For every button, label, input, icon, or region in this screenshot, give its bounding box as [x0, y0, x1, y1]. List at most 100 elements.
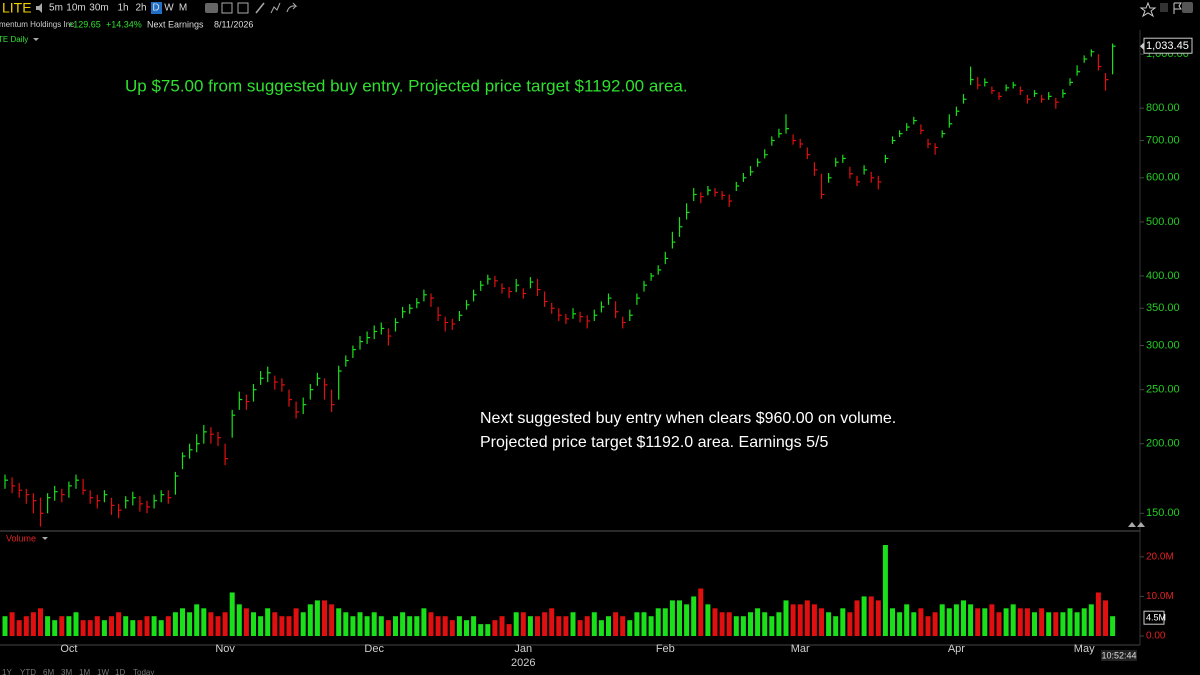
volume-bar [1053, 612, 1059, 636]
volume-bar [1110, 616, 1116, 636]
volume-bar [194, 604, 200, 636]
volume-bar [109, 616, 114, 636]
volume-bar [748, 612, 753, 636]
volume-bar [407, 616, 413, 636]
icon[interactable] [270, 2, 281, 14]
volume-bar [1003, 608, 1009, 636]
volume-bar [996, 612, 1002, 636]
x-tick-label: Nov [215, 643, 235, 655]
volume-bar [627, 620, 633, 636]
volume-bar [1103, 600, 1108, 636]
icon[interactable] [255, 2, 265, 14]
x-tick-label: Oct [60, 643, 77, 655]
volume-bar [819, 608, 824, 636]
volume-bar [811, 604, 817, 636]
volume-bar [350, 616, 356, 636]
last-volume-box [1143, 610, 1165, 625]
volume-bar [620, 616, 626, 636]
timeframe[interactable]: M [179, 3, 187, 14]
volume-bar [861, 596, 867, 636]
timeframe[interactable]: 10m [66, 3, 85, 14]
scale-buttons[interactable] [1128, 522, 1145, 527]
volume-bar [953, 604, 959, 636]
active-timeframe[interactable] [151, 2, 162, 14]
icon[interactable] [1160, 3, 1168, 12]
timeframe[interactable]: D [152, 3, 159, 14]
range-button[interactable]: 1M [79, 668, 90, 675]
volume-bar [428, 612, 434, 636]
volume-bar [655, 608, 661, 636]
last-volume-label: 4.5M [1146, 613, 1166, 623]
y-tick-label: 200.00 [1146, 438, 1180, 450]
icon[interactable] [237, 2, 249, 14]
volume-bar [2, 616, 8, 636]
volume-bar [804, 600, 810, 636]
volume-bar [1039, 608, 1045, 636]
volume-bar [371, 612, 377, 636]
range-button[interactable]: 1W [97, 668, 109, 675]
volume-bar [94, 616, 100, 636]
volume-bar [73, 612, 79, 636]
timeframe[interactable]: W [164, 3, 174, 14]
range-button[interactable]: YTD [20, 668, 36, 675]
volume-bar [222, 612, 228, 636]
volume-bar [1088, 604, 1094, 636]
chart-label[interactable]: TE Daily [0, 35, 28, 44]
volume-bar [59, 616, 65, 636]
range-button[interactable]: 1Y [2, 668, 12, 675]
change-pct: +14.34% [106, 19, 142, 29]
timeframe[interactable]: 5m [49, 3, 63, 14]
symbol[interactable]: LITE [2, 0, 32, 16]
volume-bar [343, 612, 349, 636]
volume-bar [776, 612, 782, 636]
icon[interactable] [1173, 2, 1182, 14]
icon[interactable] [1139, 1, 1157, 18]
volume-bar [712, 608, 718, 636]
volume-bar [691, 596, 697, 636]
last-price-pointer [1140, 42, 1144, 51]
volume-bar [968, 604, 974, 636]
volume-bar [52, 620, 58, 636]
range-button[interactable]: 3M [61, 668, 72, 675]
timeframe[interactable]: 2h [135, 3, 146, 14]
volume-bar [513, 612, 519, 636]
y-tick-label: 500.00 [1146, 216, 1180, 228]
volume-bar [137, 620, 143, 636]
volume-bar [9, 612, 15, 636]
icon[interactable] [221, 2, 233, 14]
dropdown[interactable] [42, 537, 48, 540]
company: mentum Holdings Inc [0, 20, 74, 29]
icon[interactable] [205, 3, 218, 13]
range-buttons: 1Y YTD 6M 3M 1M 1W 1D Today [2, 668, 154, 675]
range-button[interactable]: 1D [115, 668, 125, 675]
volume-bar [939, 604, 945, 636]
volume-bar [1067, 608, 1073, 636]
volume-bar [897, 612, 903, 636]
y-tick-label: 150.00 [1146, 507, 1180, 519]
volume-bar [101, 620, 107, 636]
volume-bar [648, 616, 654, 636]
volume-bar [314, 600, 320, 636]
annotation: Up $75.00 from suggested buy entry. Proj… [125, 76, 688, 95]
icon[interactable] [286, 2, 298, 13]
x-tick-label: Dec [364, 643, 384, 655]
volume-bar [378, 616, 384, 636]
volume-bar [946, 608, 952, 636]
range-button[interactable]: Today [133, 668, 154, 675]
sound-icon[interactable] [36, 3, 42, 13]
last-price-label: 1,033.45 [1146, 40, 1189, 52]
volume-bar [847, 612, 853, 636]
range-button[interactable]: 6M [43, 668, 54, 675]
icon[interactable] [1182, 2, 1193, 13]
dropdown[interactable] [33, 38, 39, 41]
volume-bar [421, 608, 427, 636]
timeframe[interactable]: 30m [89, 3, 108, 14]
volume-bar [144, 616, 150, 636]
volume-bar [485, 624, 491, 636]
volume-bar [243, 608, 249, 636]
volume-bar [357, 612, 363, 636]
volume-bar [478, 624, 484, 636]
timeframe[interactable]: 1h [117, 3, 128, 14]
volume-bar [961, 600, 966, 636]
